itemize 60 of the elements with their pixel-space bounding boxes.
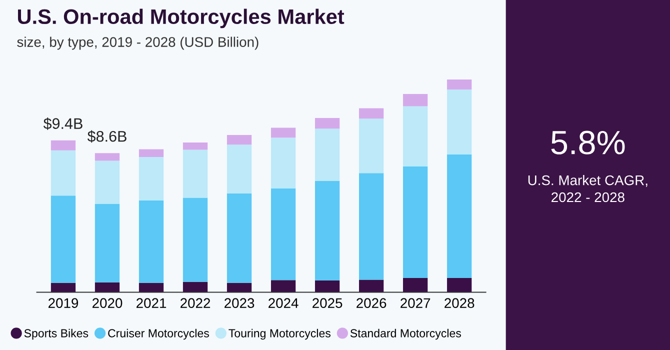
bar (138, 149, 164, 157)
bar (270, 128, 296, 138)
bar (182, 282, 208, 292)
bar (94, 160, 120, 204)
legend-label: Standard Motorcycles (350, 328, 461, 340)
bar (314, 280, 340, 292)
x-tick-label: 2025 (312, 298, 342, 308)
bar (447, 154, 472, 278)
bar (403, 94, 428, 106)
bar (359, 118, 384, 174)
bar (50, 150, 76, 196)
text: 5.8% (551, 130, 625, 154)
annotation: $9.4B (43, 118, 82, 130)
x-tick-label: 2024 (268, 298, 298, 308)
x-tick-label: 2026 (356, 298, 386, 308)
bar (50, 282, 76, 292)
bar (50, 196, 76, 283)
legend-label: Cruiser Motorcycles (108, 328, 209, 340)
bar (138, 156, 164, 200)
x-tick-label: 2020 (92, 298, 122, 308)
chart-title: U.S. On-road Motorcycles Market (18, 8, 344, 28)
x-tick-label: 2023 (224, 298, 254, 308)
bar (182, 150, 208, 198)
chart-subtitle: size, by type, 2019 - 2028 (USD Billion) (17, 36, 258, 50)
bar (94, 204, 120, 282)
x-tick-label: 2019 (48, 298, 78, 308)
x-tick-label: 2022 (180, 298, 210, 308)
bar (314, 118, 340, 129)
bar (359, 108, 384, 119)
bar (270, 138, 296, 188)
bar (314, 180, 340, 281)
legend-label: Touring Motorcycles (228, 328, 330, 340)
bar (50, 140, 76, 150)
bar (182, 198, 208, 282)
bar (226, 193, 252, 283)
x-tick-label: 2021 (136, 298, 166, 308)
bar (447, 80, 472, 90)
bar (138, 282, 164, 292)
bar (359, 173, 384, 280)
bar (226, 135, 252, 145)
x-tick-label: 2027 (400, 298, 430, 308)
bar (403, 166, 428, 278)
bar (403, 278, 428, 292)
bar (182, 142, 208, 150)
x-tick-label: 2028 (444, 298, 474, 308)
bar (138, 200, 164, 283)
bar (403, 106, 428, 167)
bar (94, 153, 120, 161)
text: U.S. Market CAGR, 2022 - 2028 (528, 175, 648, 202)
legend-label: Sports Bikes (24, 328, 88, 340)
bar (359, 280, 384, 292)
bar (94, 282, 120, 292)
bar (270, 188, 296, 280)
annotation: $8.6B (87, 130, 126, 143)
bar (314, 128, 340, 181)
bar (226, 282, 252, 292)
bar (447, 90, 472, 154)
bar (270, 280, 296, 292)
bar (226, 144, 252, 194)
bar (447, 278, 472, 292)
